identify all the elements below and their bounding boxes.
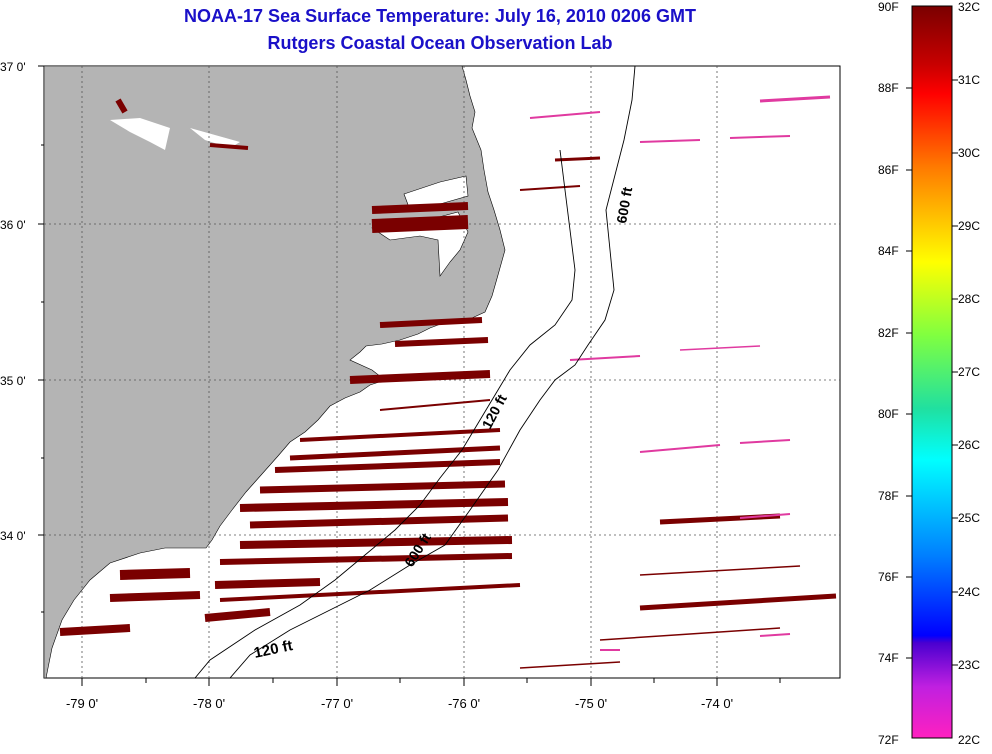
colorbar-f-label: 84F: [878, 244, 899, 258]
colorbar-f-label: 76F: [878, 570, 899, 584]
lon-label: -79 0': [65, 696, 99, 711]
colorbar-c-label: 29C: [958, 219, 981, 233]
colorbar-c-label: 32C: [958, 0, 981, 14]
cloud-patch: [190, 128, 240, 148]
lat-label: 36 0': [0, 218, 26, 232]
colorbar-c-label: 22C: [958, 733, 981, 747]
cloud-patch: [110, 118, 170, 150]
colorbar-c-label: 27C: [958, 365, 981, 379]
lat-label: 37 0': [0, 60, 26, 74]
map-title: NOAA-17 Sea Surface Temperature: July 16…: [184, 6, 696, 26]
colorbar-f-label: 80F: [878, 407, 899, 421]
lat-label: 35 0': [0, 374, 26, 388]
colorbar-ticks: [906, 79, 958, 666]
lon-label: -78 0': [192, 696, 226, 711]
lat-label: 34 0': [0, 529, 26, 543]
depth-contours: [194, 66, 636, 678]
colorbar-c-label: 28C: [958, 292, 981, 306]
lon-label: -76 0': [447, 696, 481, 711]
lon-label: -75 0': [574, 696, 608, 711]
colorbar-f-label: 88F: [878, 81, 899, 95]
grid: [44, 66, 840, 678]
sst-swaths: [59, 98, 837, 669]
lon-label: -77 0': [320, 696, 354, 711]
colorbar-f-label: 90F: [878, 0, 899, 14]
colorbar-c-label: 23C: [958, 658, 981, 672]
lon-label: -74 0': [700, 696, 734, 711]
colorbar-f-label: 82F: [878, 326, 899, 340]
colorbar-c-label: 31C: [958, 73, 981, 87]
colorbar-f-label: 74F: [878, 651, 899, 665]
contour-label: 600 ft: [613, 185, 635, 224]
cool-swaths: [529, 95, 831, 651]
map-subtitle: Rutgers Coastal Ocean Observation Lab: [267, 33, 613, 53]
axis-ticks: [38, 65, 781, 686]
colorbar-f-label: 78F: [878, 489, 899, 503]
colorbar-c-label: 24C: [958, 585, 981, 599]
colorbar-f-label: 86F: [878, 163, 899, 177]
colorbar-c-label: 25C: [958, 511, 981, 525]
colorbar-c-label: 26C: [958, 438, 981, 452]
colorbar-c-label: 30C: [958, 146, 981, 160]
colorbar-f-label: 72F: [878, 733, 899, 747]
colorbar: [911, 5, 953, 739]
